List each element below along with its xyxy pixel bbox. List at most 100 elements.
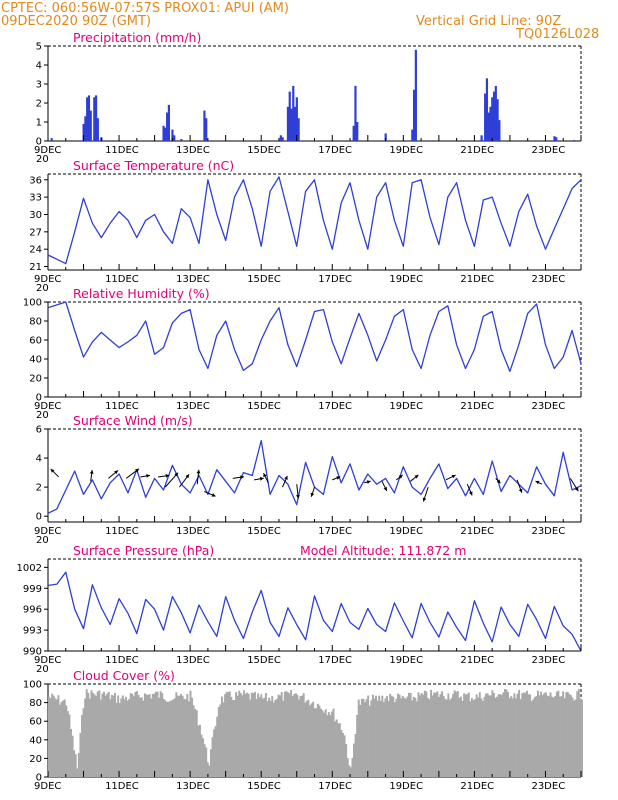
wind-arrow-head [574,487,579,492]
x-tick-label: 11DEC [105,526,139,537]
wind-arrow-head [196,469,201,474]
cloud-bar [169,701,172,777]
cloud-bar [348,765,351,777]
cloud-bar [430,689,433,777]
cloud-bar [308,705,311,777]
cloud-bar [164,700,167,777]
cloud-bar [208,765,211,777]
x-tick-label: 13DEC [176,781,210,792]
cloud-bar [150,698,153,777]
cloud-bar [576,691,579,777]
cloud-bar [279,695,282,777]
wind-arrow-head [240,475,244,480]
x-overflow-label: 20 [36,664,49,675]
wind-arrow-head [518,488,523,493]
cloud-bar [442,695,445,777]
cloud-bar [220,696,223,777]
precip-bar [180,139,183,141]
cloud-bar [59,704,61,777]
x-tick-label: 19DEC [389,655,423,666]
cloud-bar [354,734,357,777]
cloud-bar [499,694,502,777]
cloud-bar [574,699,577,777]
cloud-bar [249,699,252,777]
cloud-bar [480,698,483,777]
precip-bar [354,85,357,141]
cloud-bar [132,696,135,777]
cloud-bar [98,690,101,777]
cloud-bar [275,698,278,777]
cloud-bar [263,697,266,777]
y-tick-label: 40 [29,355,42,366]
x-tick-label: 17DEC [318,401,352,412]
cloud-bar [142,700,145,777]
x-tick-label: 9DEC [34,655,61,666]
cloud-bar [260,694,263,777]
x-tick-label: 23DEC [531,274,565,285]
cloud-bar [95,695,98,777]
cloud-bar [217,707,220,777]
cloud-bar [159,691,162,777]
cloud-bar [63,699,66,777]
x-tick-label: 15DEC [247,274,281,285]
cloud-bar [426,698,429,777]
cloud-bar [176,695,179,777]
y-tick-label: 6 [36,425,42,436]
precip-bar [489,106,492,141]
cloud-bar [474,699,477,777]
cloud-bar [376,700,379,777]
cloud-bar [337,723,340,777]
precip-bar [94,95,98,141]
precip-bar [162,125,165,141]
x-tick-label: 13DEC [176,274,210,285]
wind-arrow-head [366,480,371,484]
cloud-bar [532,699,535,777]
cloud-bar [491,690,494,777]
cloud-bar [250,692,253,777]
cloud-bar [140,697,143,777]
cloud-bar [261,698,264,777]
cloud-bar [112,695,115,777]
x-tick-label: 9DEC [34,781,61,792]
cloud-bar [191,697,194,777]
cloud-bar [134,691,137,777]
cloud-bar [389,693,392,777]
precip-bar [93,97,96,141]
cloud-bar [154,691,157,777]
cloud-bar [301,695,304,777]
cloud-bar [441,691,444,777]
cloud-bar [214,726,217,777]
cloud-bar [458,697,461,777]
cloud-bar [573,700,576,777]
wind-arrow-head [165,474,170,478]
cloud-bar [444,698,447,777]
cloud-bar [277,694,280,777]
cloud-bar [305,700,308,777]
cloud-bar [581,699,583,777]
cloud-bar [527,694,530,777]
cloud-bar [316,703,319,777]
cloud-bar [60,701,63,777]
cloud-bar [200,734,203,777]
x-tick-label: 23DEC [531,145,565,156]
y-tick-label: 80 [29,317,42,328]
cloud-bar [202,738,205,777]
cloud-bar [268,697,271,777]
wind-arrow-head [535,480,540,485]
cloud-bar [386,695,389,777]
cloud-bar [272,702,275,777]
cloud-bar [563,698,566,777]
cloud-bar [312,701,315,777]
cloud-bar [469,701,472,777]
cloud-bar [343,735,346,777]
cloud-bar [143,693,146,777]
cloud-bar [151,693,154,777]
y-tick-label: 80 [29,698,42,709]
cloud-bar [158,697,161,777]
cloud-bar [104,695,107,777]
temp-title: Surface Temperature (nC) [73,158,234,173]
y-tick-label: 0 [36,512,42,523]
cloud-bar [375,695,378,777]
precip-bar [292,85,295,141]
cloud-bar [393,702,396,777]
